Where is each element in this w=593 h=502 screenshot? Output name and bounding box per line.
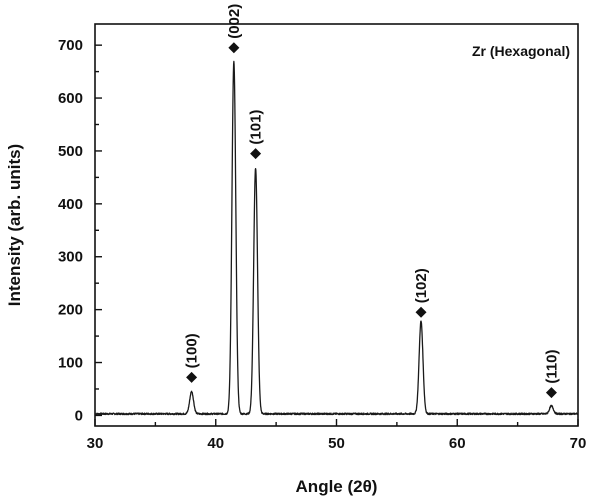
y-tick-label: 300	[58, 249, 83, 266]
x-tick-label: 50	[328, 435, 345, 452]
y-tick-label: 700	[58, 37, 83, 54]
y-tick-label: 400	[58, 196, 83, 213]
peak-marker	[228, 42, 240, 54]
peak-label: (002)	[226, 4, 243, 39]
peak-label: (110)	[543, 349, 560, 383]
peak-label: (101)	[248, 110, 265, 145]
y-axis-label: Intensity (arb. units)	[5, 144, 24, 306]
peak-label: (100)	[184, 333, 201, 368]
peak-marker	[415, 306, 427, 318]
y-tick-label: 500	[58, 143, 83, 160]
legend-label: Zr (Hexagonal)	[472, 43, 570, 59]
y-tick-label: 0	[75, 407, 83, 424]
xrd-trace	[94, 60, 579, 416]
plot-frame	[94, 23, 579, 427]
x-tick-label: 40	[207, 435, 224, 452]
y-tick-label: 100	[58, 355, 83, 372]
y-tick-label: 200	[58, 302, 83, 319]
x-tick-label: 70	[570, 435, 587, 452]
peak-marker	[186, 371, 198, 383]
peak-label: (102)	[413, 268, 430, 303]
x-axis-label: Angle (2θ)	[296, 477, 378, 496]
x-tick-label: 30	[87, 435, 104, 452]
y-tick-label: 600	[58, 90, 83, 107]
peak-marker	[545, 387, 557, 399]
x-tick-label: 60	[449, 435, 466, 452]
peak-marker	[250, 148, 262, 160]
